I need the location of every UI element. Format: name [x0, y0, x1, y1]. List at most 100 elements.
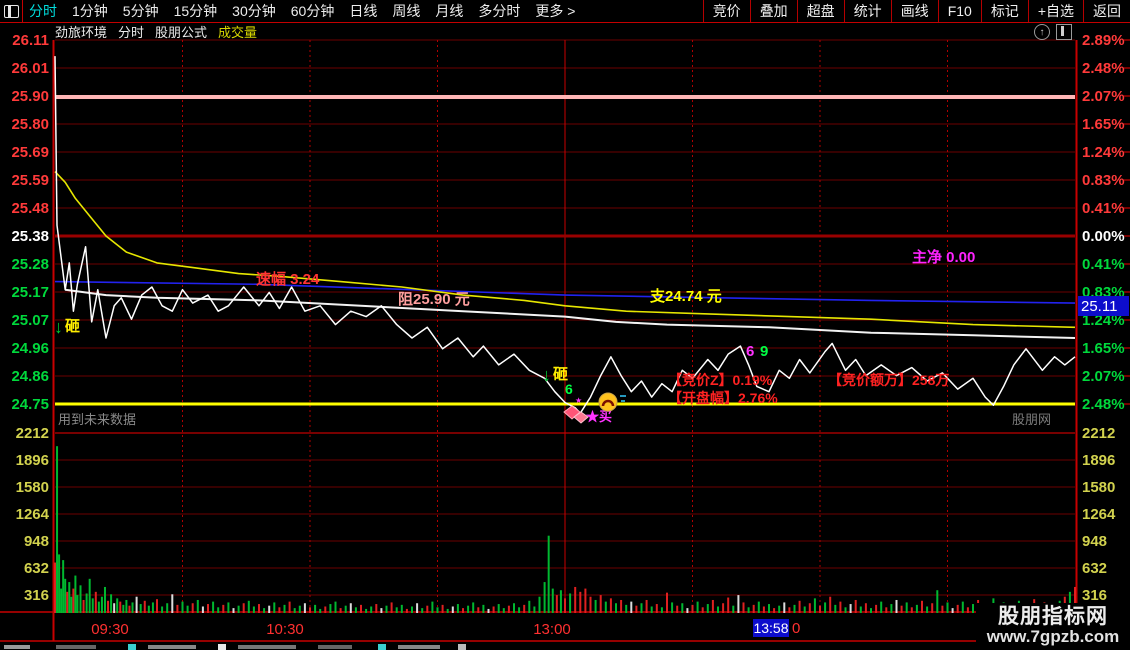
- percent-axis-label: 2.07%: [1082, 368, 1125, 385]
- toolbar-button-0[interactable]: 竞价: [702, 0, 750, 22]
- volume-bar: [640, 603, 643, 613]
- toolbar-button-2[interactable]: 超盘: [796, 0, 844, 22]
- period-tab-4[interactable]: 30分钟: [232, 3, 276, 19]
- volume-bar: [263, 608, 266, 613]
- volume-bar: [472, 602, 475, 613]
- toolbar-actions: 竞价 叠加 超盘 统计 画线 F10 标记 +自选 返回: [702, 0, 1130, 22]
- percent-axis-label: 0.41%: [1082, 200, 1125, 217]
- volume-bar: [533, 606, 536, 613]
- period-tab-5[interactable]: 60分钟: [290, 3, 335, 19]
- volume-bar: [584, 588, 587, 613]
- time-axis-label: 09:30: [91, 621, 129, 638]
- period-tab-10[interactable]: 更多 >: [535, 3, 576, 19]
- price-axis-label: 25.90: [11, 88, 49, 105]
- price-line: [54, 56, 1076, 414]
- volume-bar: [859, 606, 862, 613]
- volume-bar: [176, 604, 179, 613]
- price-axis-label: 25.38: [11, 228, 49, 245]
- chart-title-item-0[interactable]: 劲旅环境: [55, 24, 108, 40]
- period-tab-7[interactable]: 周线: [392, 3, 421, 19]
- toolbar: 分时 1分钟 5分钟 15分钟 30分钟 60分钟 日线 周线 月线 多分时 更多 > 竞价 叠加 超盘…: [0, 0, 1130, 23]
- volume-bar: [416, 603, 419, 613]
- volume-bar: [589, 596, 592, 613]
- cursor-price-box: [1078, 296, 1129, 316]
- volume-bar: [844, 607, 847, 613]
- volume-bar: [100, 596, 103, 613]
- period-tab-0[interactable]: 分时: [29, 3, 57, 19]
- volume-bar: [574, 586, 577, 613]
- time-axis-label-partial: 0: [792, 620, 800, 637]
- percent-axis-label: 1.24%: [1082, 312, 1125, 329]
- volume-bar: [411, 606, 413, 613]
- bottom-strip-fragment-5: [238, 645, 296, 649]
- volume-bar: [135, 596, 138, 613]
- price-axis-label: 24.86: [11, 368, 49, 385]
- percent-axis-label: 2.48%: [1082, 396, 1125, 413]
- volume-axis-label-right: 316: [1082, 587, 1107, 604]
- volume-bar: [523, 604, 526, 613]
- smash-signal-2-digit: 6: [565, 381, 573, 397]
- volume-axis-label-left: 2212: [16, 425, 49, 442]
- period-tab-1[interactable]: 1分钟: [72, 3, 108, 19]
- volume-bar: [390, 602, 393, 613]
- volume-bar: [131, 602, 134, 613]
- period-tab-2[interactable]: 5分钟: [122, 3, 159, 19]
- bottom-strip-fragment-3: [148, 645, 196, 649]
- toolbar-button-1[interactable]: 叠加: [749, 0, 797, 22]
- toolbar-button-3[interactable]: 统计: [843, 0, 891, 22]
- toolbar-button-4[interactable]: 画线: [890, 0, 938, 22]
- volume-bar: [405, 608, 408, 613]
- volume-bar: [915, 604, 918, 613]
- volume-bar: [864, 603, 867, 613]
- toolbar-button-6[interactable]: 标记: [980, 0, 1028, 22]
- volume-bar: [696, 601, 699, 613]
- volume-bar: [737, 595, 740, 613]
- volume-axis-label-left: 1896: [16, 452, 49, 469]
- price-axis-label: 24.96: [11, 340, 49, 357]
- volume-bar: [717, 606, 719, 613]
- volume-bar: [793, 604, 796, 613]
- volume-bar: [385, 605, 388, 613]
- up-circle-icon[interactable]: ↑: [1034, 24, 1050, 40]
- volume-bar: [237, 605, 240, 613]
- trend-line-blue: [54, 280, 1076, 304]
- period-tab-3[interactable]: 15分钟: [173, 3, 218, 19]
- smash-signal-2-arrow-down-icon: ↓: [542, 365, 551, 385]
- volume-bar: [247, 600, 250, 613]
- volume-bar: [747, 607, 750, 613]
- time-axis-label: 10:30: [266, 621, 304, 638]
- chart-title-item-1[interactable]: 分时: [118, 24, 145, 40]
- period-tab-9[interactable]: 多分时: [478, 3, 521, 19]
- split-window-icon[interactable]: [1056, 24, 1072, 40]
- period-tab-6[interactable]: 日线: [349, 3, 378, 19]
- volume-bar: [227, 602, 230, 613]
- period-tab-8[interactable]: 月线: [435, 3, 464, 19]
- volume-bar: [303, 603, 306, 613]
- volume-bar: [482, 604, 485, 613]
- volume-bar: [854, 599, 857, 613]
- volume-bar: [252, 606, 255, 613]
- chart-title-items: 劲旅环境 分时 股朋公式 成交量: [55, 22, 268, 41]
- volume-bar: [147, 605, 150, 613]
- digit-9-signal: 9: [760, 343, 768, 360]
- toolbar-button-8[interactable]: 返回: [1083, 0, 1130, 22]
- chart-title-item-2[interactable]: 股朋公式: [155, 24, 208, 40]
- volume-bar: [125, 599, 128, 613]
- volume-bar: [467, 605, 470, 613]
- volume-bar: [946, 602, 949, 613]
- volume-bar: [487, 608, 490, 613]
- cursor-price-value: 25.11: [1081, 298, 1117, 315]
- volume-bar: [905, 602, 908, 613]
- volume-bar: [477, 607, 480, 613]
- volume-bar: [645, 599, 648, 613]
- volume-bar: [701, 607, 704, 613]
- volume-bar: [113, 603, 116, 613]
- layout-toggle-button[interactable]: [0, 0, 23, 22]
- toolbar-button-7[interactable]: +自选: [1027, 0, 1083, 22]
- volume-axis-label-right: 632: [1082, 560, 1107, 577]
- toolbar-button-5[interactable]: F10: [937, 0, 981, 22]
- percent-axis-label: 1.65%: [1082, 340, 1125, 357]
- chart-title-item-3[interactable]: 成交量: [218, 24, 258, 40]
